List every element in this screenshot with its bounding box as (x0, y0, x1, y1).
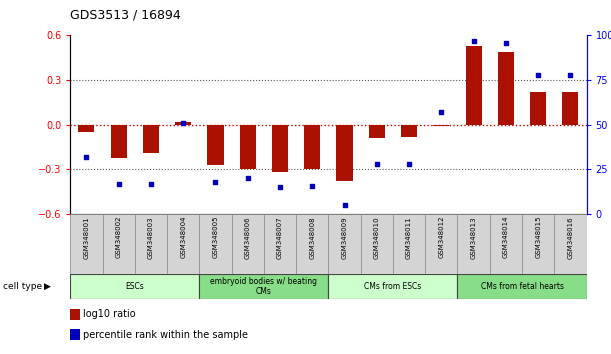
Text: GSM348007: GSM348007 (277, 216, 283, 259)
Bar (240, 125, 256, 170)
Text: GSM348006: GSM348006 (245, 216, 251, 259)
Point (340, 202, 349, 208)
Point (533, 72, 543, 78)
Point (114, 181, 123, 187)
Bar (329, 274, 458, 299)
Bar (562, 92, 579, 125)
Point (211, 179, 221, 185)
Text: cell type: cell type (3, 282, 42, 291)
Bar (425, 214, 458, 274)
Text: CMs from fetal hearts: CMs from fetal hearts (480, 282, 563, 291)
Bar (522, 214, 554, 274)
Bar (296, 214, 329, 274)
Text: GSM348001: GSM348001 (83, 216, 89, 259)
Text: GSM348008: GSM348008 (309, 216, 315, 259)
Bar (360, 214, 393, 274)
Text: GSM348004: GSM348004 (180, 216, 186, 258)
Text: GSM348013: GSM348013 (470, 216, 477, 259)
Bar (135, 214, 167, 274)
Point (81, 154, 91, 160)
Bar (466, 46, 481, 125)
Text: embryoid bodies w/ beating
CMs: embryoid bodies w/ beating CMs (210, 277, 317, 296)
Text: GSM348005: GSM348005 (213, 216, 219, 258)
Bar (337, 125, 353, 181)
Text: GSM348014: GSM348014 (503, 216, 509, 258)
Bar (272, 125, 288, 172)
Text: ▶: ▶ (44, 282, 51, 291)
Text: ESCs: ESCs (125, 282, 144, 291)
Bar (329, 214, 360, 274)
Point (275, 184, 285, 190)
Bar (232, 214, 264, 274)
Bar (393, 214, 425, 274)
Text: GSM348010: GSM348010 (374, 216, 380, 259)
Point (372, 161, 382, 167)
Text: GSM348015: GSM348015 (535, 216, 541, 258)
Bar (167, 214, 199, 274)
Text: GDS3513 / 16894: GDS3513 / 16894 (70, 9, 181, 22)
Text: GSM348009: GSM348009 (342, 216, 348, 259)
Bar (498, 52, 514, 125)
Point (178, 120, 188, 126)
Bar (70, 329, 79, 340)
Point (436, 109, 446, 115)
Text: log10 ratio: log10 ratio (83, 309, 136, 319)
Point (307, 183, 317, 188)
Bar (199, 214, 232, 274)
Bar (433, 125, 450, 126)
Point (243, 176, 252, 181)
Text: GSM348003: GSM348003 (148, 216, 154, 259)
Bar (530, 92, 546, 125)
Bar (490, 214, 522, 274)
Bar (70, 274, 199, 299)
Point (469, 38, 478, 44)
Text: GSM348016: GSM348016 (568, 216, 574, 259)
Bar (264, 214, 296, 274)
Text: GSM348012: GSM348012 (438, 216, 444, 258)
Bar (458, 274, 587, 299)
Bar (143, 125, 159, 153)
Bar (70, 214, 103, 274)
Point (404, 161, 414, 167)
Bar (111, 125, 126, 158)
Bar (369, 125, 385, 138)
Point (146, 181, 156, 187)
Bar (199, 274, 329, 299)
Text: GSM348011: GSM348011 (406, 216, 412, 259)
Point (501, 40, 511, 45)
Bar (401, 125, 417, 137)
Bar (304, 125, 320, 170)
Text: CMs from ESCs: CMs from ESCs (364, 282, 422, 291)
Bar (458, 214, 490, 274)
Bar (103, 214, 135, 274)
Bar (175, 122, 191, 125)
Bar (554, 214, 587, 274)
Text: GSM348002: GSM348002 (115, 216, 122, 258)
Text: percentile rank within the sample: percentile rank within the sample (83, 330, 248, 339)
Point (566, 72, 576, 78)
Bar (70, 308, 79, 320)
Bar (207, 125, 224, 165)
Bar (78, 125, 95, 132)
